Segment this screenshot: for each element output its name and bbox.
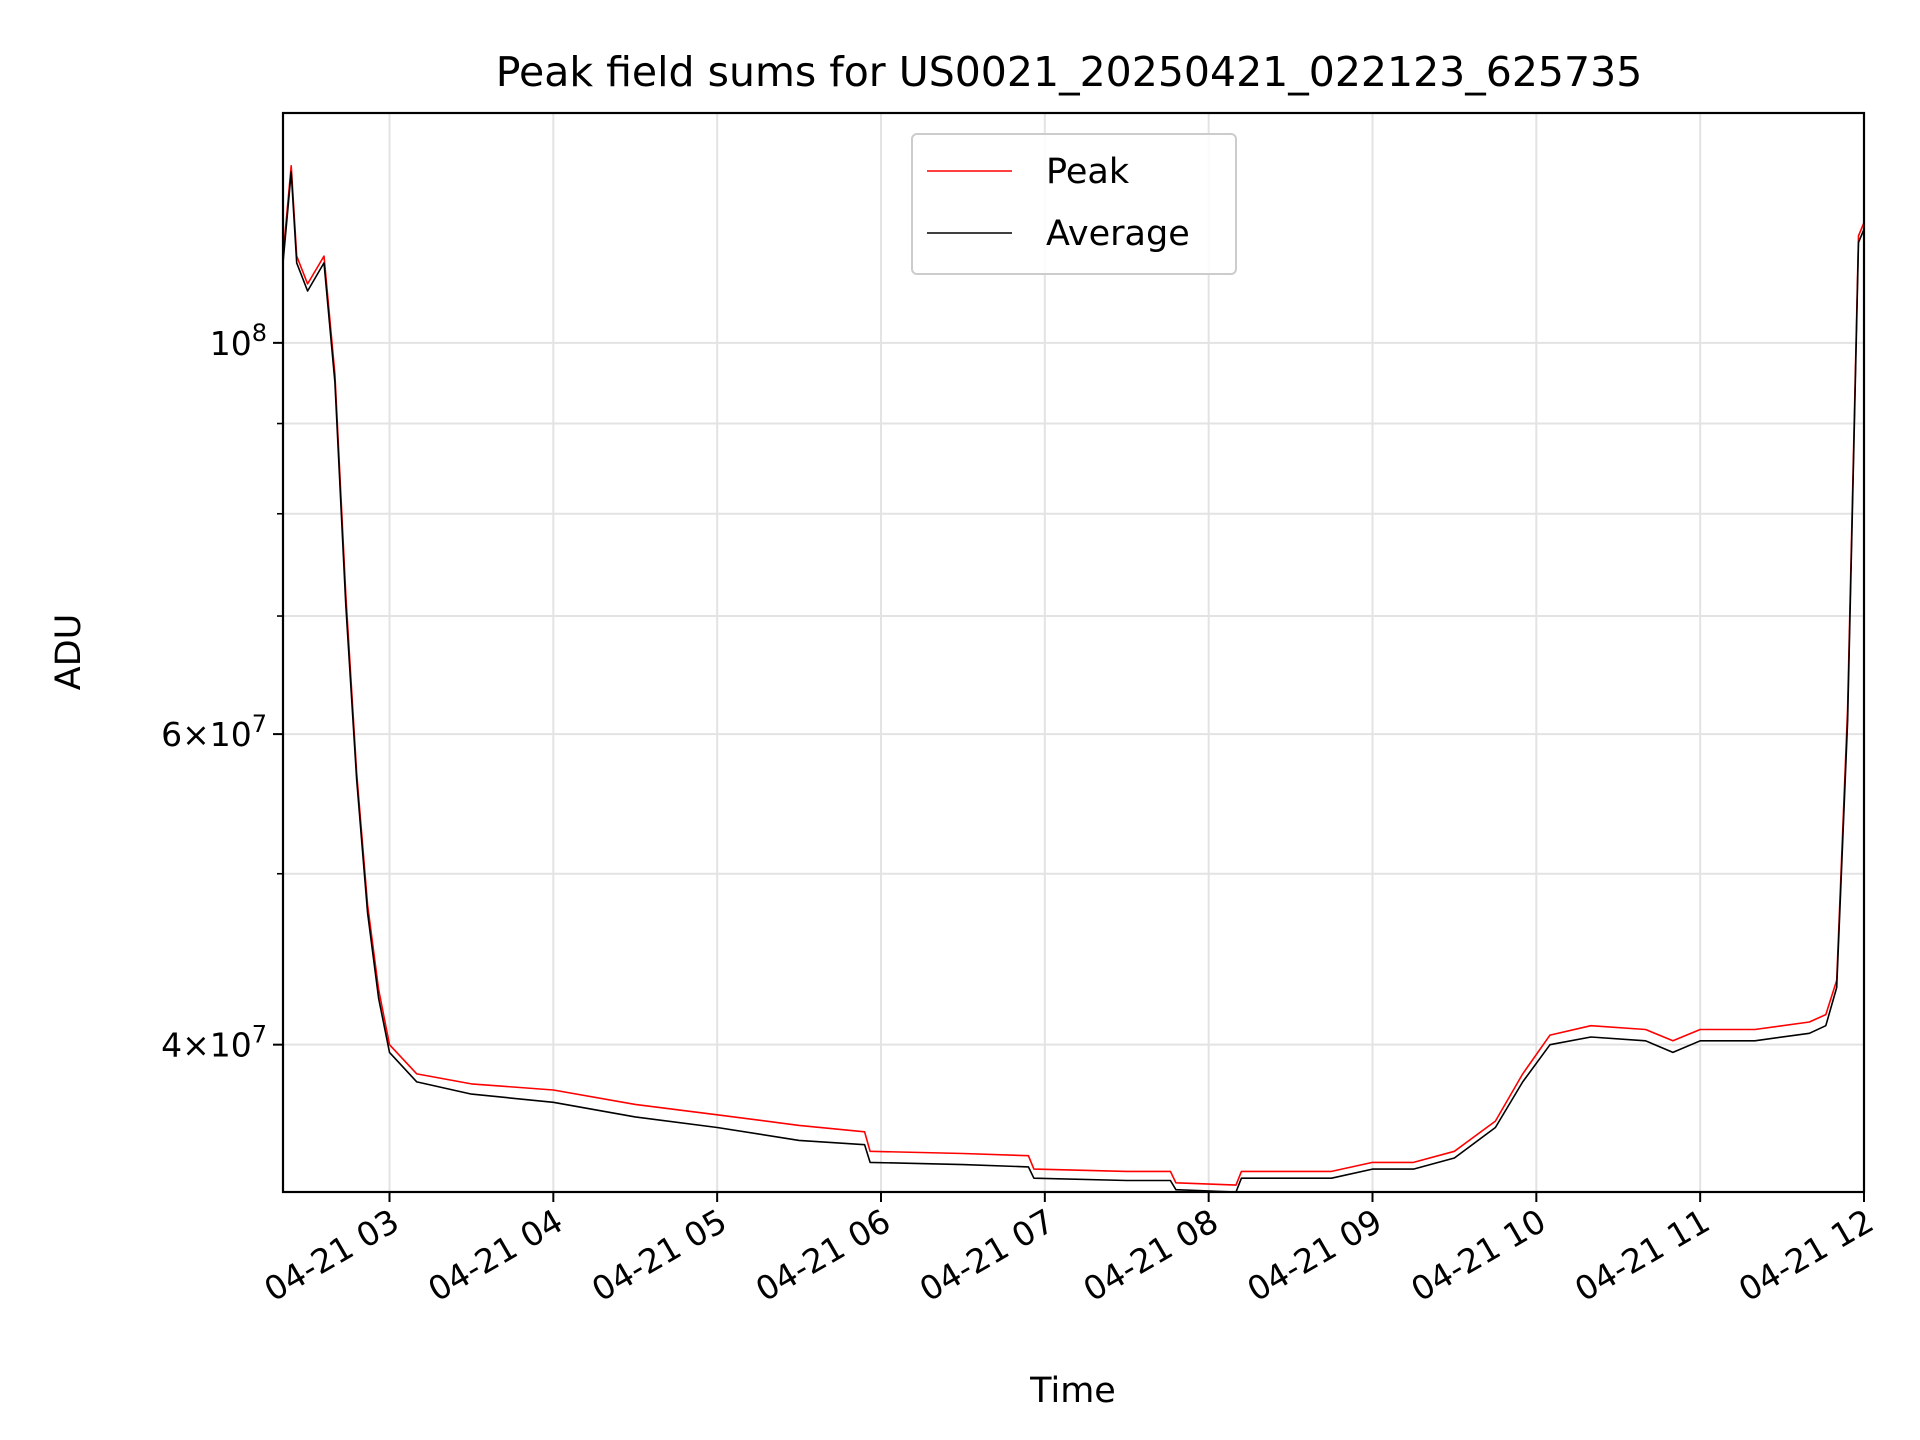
- series-lines: [282, 165, 1865, 1193]
- x-tick-label: 04-21 11: [1568, 1201, 1716, 1309]
- series-peak-line: [282, 165, 1865, 1186]
- series-average-line: [282, 171, 1865, 1193]
- x-tick-label: 04-21 05: [585, 1201, 733, 1309]
- x-tick-label: 04-21 09: [1241, 1201, 1389, 1309]
- legend[interactable]: Peak Average: [911, 133, 1237, 275]
- x-tick-label: 04-21 07: [913, 1201, 1061, 1309]
- x-axis-label: Time: [1029, 1371, 1116, 1411]
- y-tick-label: 108: [210, 319, 267, 363]
- x-tick-label: 04-21 04: [421, 1201, 569, 1309]
- chart-title: Peak field sums for US0021_20250421_0221…: [496, 48, 1643, 96]
- grid-lines: [283, 113, 1865, 1192]
- y-axis-label: ADU: [49, 614, 89, 691]
- x-axis-ticks: 04-21 03 04-21 04 04-21 05 04-21 06 04-21 07…: [257, 1192, 1880, 1309]
- y-tick-label: 6×107: [161, 710, 267, 754]
- plot-frame: [281, 111, 1866, 1194]
- x-tick-label: 04-21 08: [1077, 1201, 1225, 1309]
- x-tick-label: 04-21 03: [257, 1201, 405, 1309]
- legend-peak-label: Peak: [1046, 152, 1130, 192]
- legend-average-label: Average: [1046, 214, 1190, 254]
- x-tick-label: 04-21 06: [749, 1201, 897, 1309]
- x-tick-label: 04-21 12: [1732, 1201, 1880, 1309]
- y-tick-label: 4×107: [161, 1021, 267, 1065]
- x-tick-label: 04-21 10: [1404, 1201, 1552, 1309]
- legend-box: [911, 133, 1237, 275]
- y-axis-ticks: 108 6×107 4×107: [161, 319, 283, 1065]
